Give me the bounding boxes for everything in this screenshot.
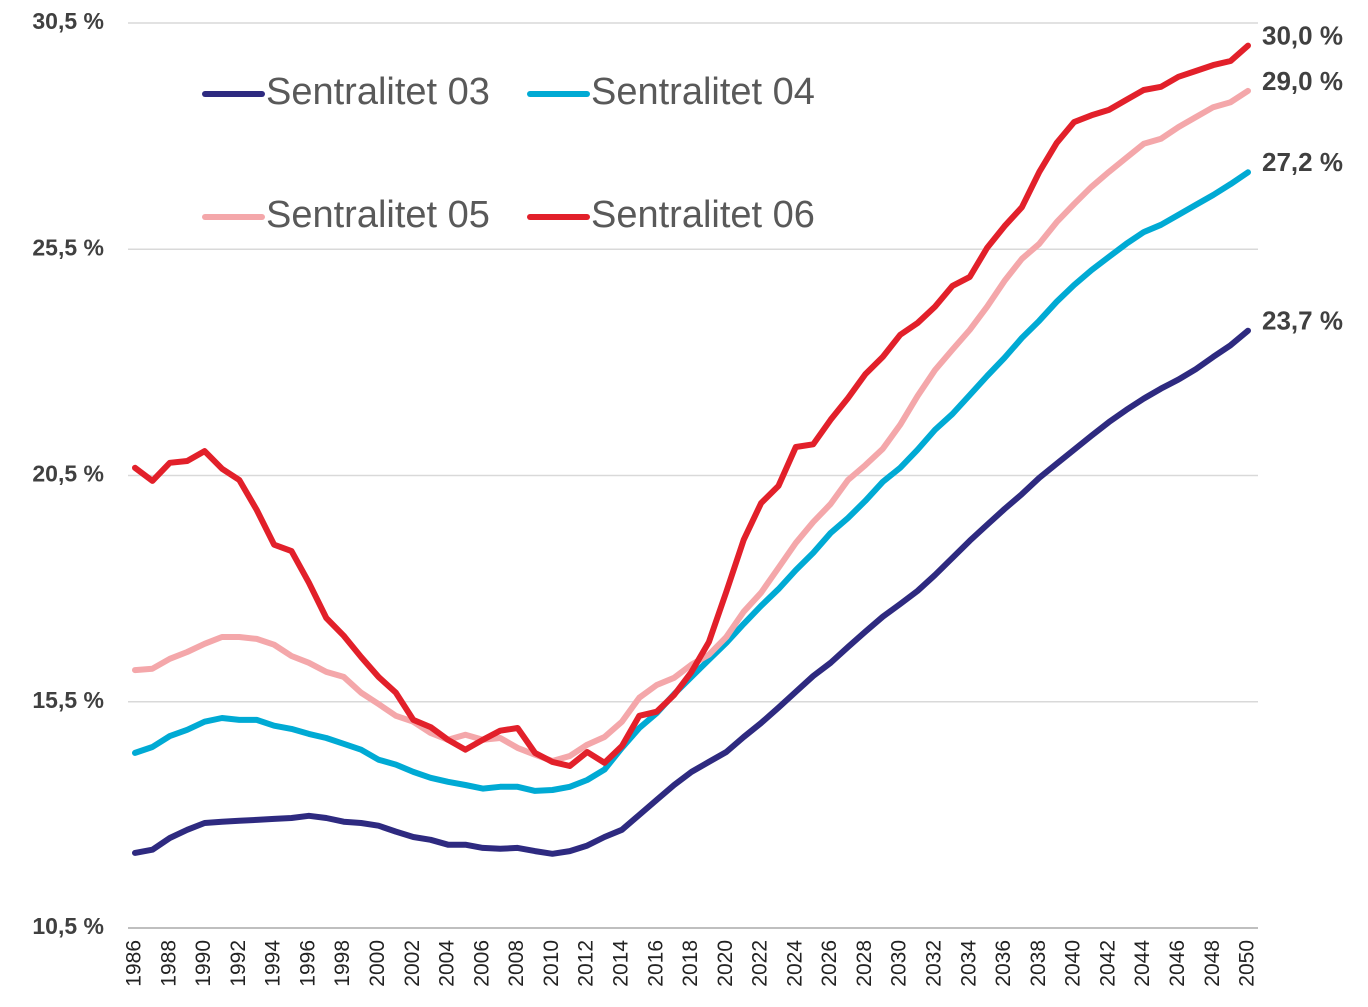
x-tick-label: 2006 bbox=[470, 940, 493, 987]
y-tick-label: 25,5 % bbox=[32, 234, 104, 260]
x-tick-label: 2044 bbox=[1131, 940, 1154, 987]
x-tick-label: 2036 bbox=[992, 940, 1015, 987]
value-label: 27,2 % bbox=[1262, 147, 1343, 177]
series-line bbox=[132, 42, 1251, 769]
x-tick-label: 2032 bbox=[923, 940, 946, 987]
x-tick-label: 2030 bbox=[888, 940, 911, 987]
x-tick-label: 1990 bbox=[192, 940, 215, 987]
x-tick-label: 1986 bbox=[123, 940, 146, 987]
x-tick-label: 2010 bbox=[540, 940, 563, 987]
series-line bbox=[132, 87, 1251, 764]
x-tick-label: 2014 bbox=[609, 940, 632, 987]
y-tick-label: 20,5 % bbox=[32, 461, 104, 487]
x-tick-label: 2034 bbox=[957, 940, 980, 987]
x-tick-label: 2042 bbox=[1096, 940, 1119, 987]
x-tick-label: 2024 bbox=[783, 940, 806, 987]
y-tick-label: 30,5 % bbox=[32, 8, 104, 34]
y-tick-label: 10,5 % bbox=[32, 913, 104, 939]
x-tick-label: 2040 bbox=[1062, 940, 1085, 987]
x-tick-label: 1996 bbox=[296, 940, 319, 987]
x-tick-label: 1992 bbox=[227, 940, 250, 987]
x-tick-label: 2046 bbox=[1166, 940, 1189, 987]
x-tick-label: 2020 bbox=[714, 940, 737, 987]
x-tick-label: 2022 bbox=[749, 940, 772, 987]
x-tick-label: 1994 bbox=[262, 940, 285, 987]
x-tick-label: 2012 bbox=[575, 940, 598, 987]
legend-label: Sentralitet 06 bbox=[591, 194, 815, 236]
series-line bbox=[132, 327, 1251, 857]
x-tick-label: 1998 bbox=[331, 940, 354, 987]
x-tick-label: 2026 bbox=[818, 940, 841, 987]
value-label: 30,0 % bbox=[1262, 21, 1343, 51]
value-label: 29,0 % bbox=[1262, 66, 1343, 96]
value-label: 23,7 % bbox=[1262, 306, 1343, 336]
x-tick-label: 2000 bbox=[366, 940, 389, 987]
x-tick-label: 2048 bbox=[1201, 940, 1224, 987]
x-tick-label: 2008 bbox=[505, 940, 528, 987]
x-tick-label: 2038 bbox=[1027, 940, 1050, 987]
x-tick-label: 2016 bbox=[644, 940, 667, 987]
legend-label: Sentralitet 04 bbox=[591, 71, 815, 113]
x-tick-label: 2018 bbox=[679, 940, 702, 987]
x-tick-label: 1988 bbox=[157, 940, 180, 987]
x-tick-label: 2002 bbox=[401, 940, 424, 987]
y-tick-label: 15,5 % bbox=[32, 687, 104, 713]
x-tick-label: 2004 bbox=[436, 940, 459, 987]
x-tick-label: 2028 bbox=[853, 940, 876, 987]
x-tick-label: 2050 bbox=[1236, 940, 1259, 987]
legend-label: Sentralitet 05 bbox=[266, 194, 490, 236]
legend-label: Sentralitet 03 bbox=[266, 71, 490, 113]
series-line bbox=[132, 169, 1251, 794]
